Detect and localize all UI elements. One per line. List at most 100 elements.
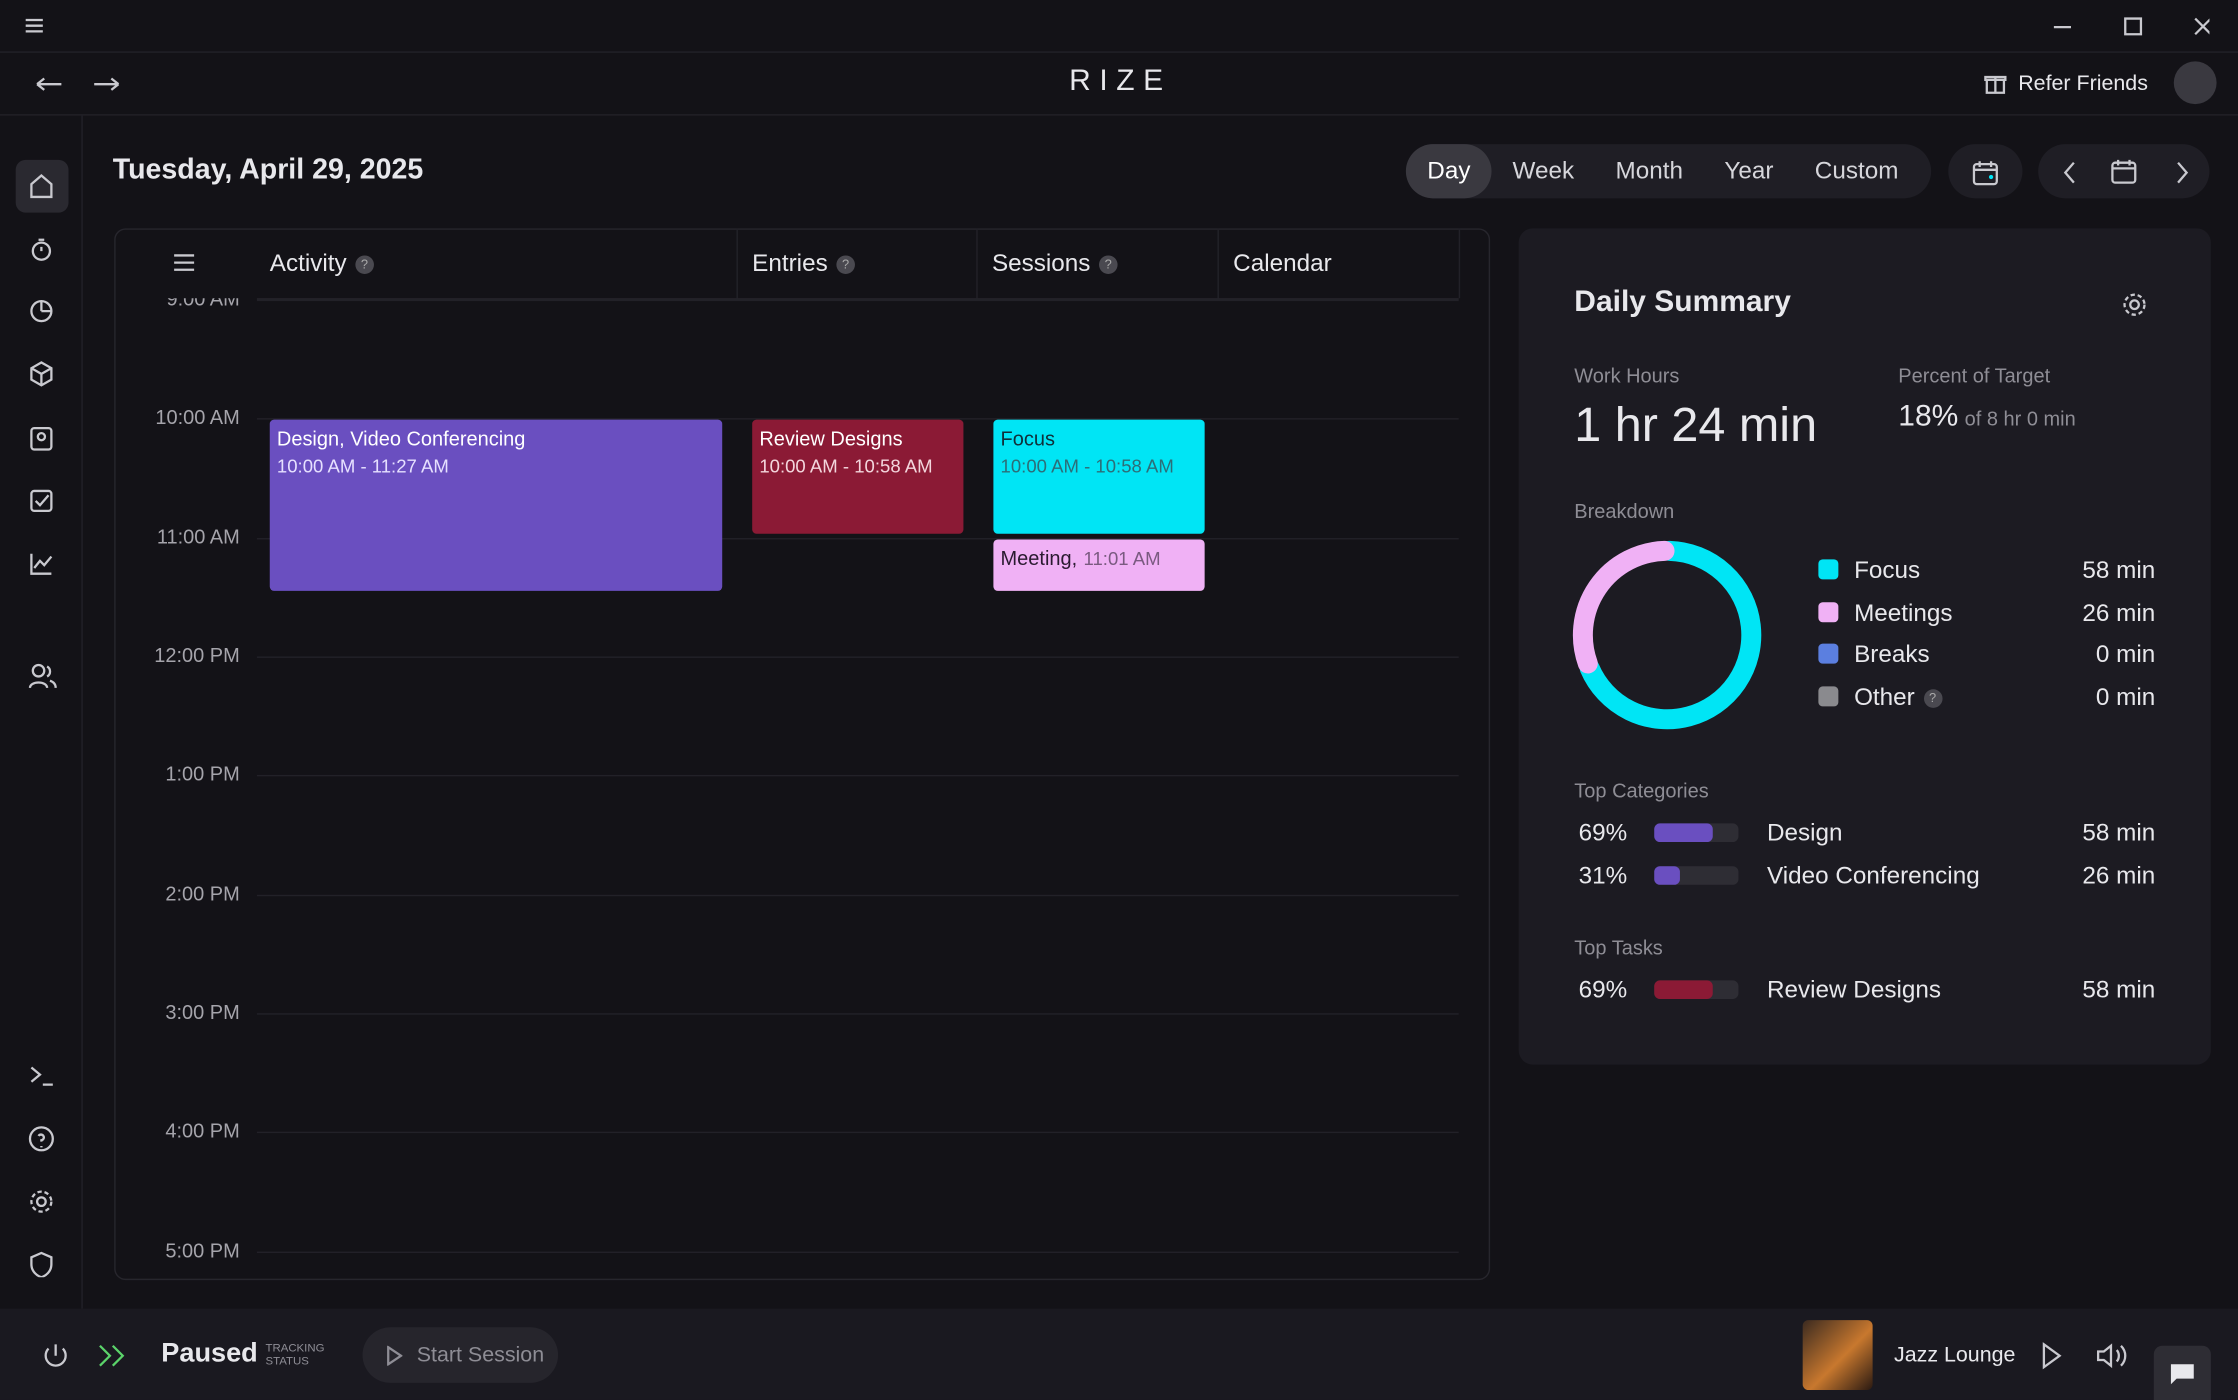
item-name: Video Conferencing xyxy=(1766,861,1980,889)
refer-friends[interactable]: Refer Friends xyxy=(2018,71,2148,96)
label: Top Tasks xyxy=(1574,936,1663,960)
label: Breakdown xyxy=(1574,499,1675,523)
sidebar-active xyxy=(15,159,69,213)
percent: 31% xyxy=(1578,861,1628,889)
bar xyxy=(1654,823,1713,842)
divider xyxy=(1217,228,1219,299)
event-time: 10:00 AM - 10:58 AM xyxy=(1000,455,1174,477)
start-session-button[interactable] xyxy=(362,1327,559,1383)
nav-arrows[interactable] xyxy=(36,74,122,94)
legend-name: Other? xyxy=(1854,683,1942,712)
donut-segment xyxy=(1572,540,1675,674)
event-title: Review Designs xyxy=(759,426,903,450)
item-name: Review Designs xyxy=(1766,976,1941,1004)
help-icon: ? xyxy=(1923,688,1942,708)
label: Work Hours xyxy=(1574,363,1680,387)
bar xyxy=(1654,865,1681,885)
start-session: Start Session xyxy=(416,1342,545,1368)
donut-chart xyxy=(1572,540,1762,730)
legend-swatch xyxy=(1818,559,1839,580)
divider xyxy=(0,114,2238,116)
hour-line xyxy=(256,656,1459,658)
hour-label: 9:00 AM xyxy=(166,298,240,310)
menu-icon[interactable] xyxy=(24,16,44,36)
hour-label: 5:00 PM xyxy=(165,1238,240,1262)
hour-line xyxy=(256,1251,1459,1253)
status-note: TRACKING STATUS xyxy=(265,1341,324,1367)
legend-swatch xyxy=(1818,601,1839,622)
label: Top Categories xyxy=(1574,779,1709,803)
window-controls[interactable] xyxy=(2052,16,2210,39)
calendar-body: 9:00 AM 10:00 AM 11:00 AM 12:00 PM 1:00 PM 2:… xyxy=(116,298,1488,1273)
column-title: Sessions xyxy=(991,249,1091,277)
play-icon xyxy=(387,1345,403,1366)
date-nav-icons xyxy=(2063,159,2189,184)
hour-line xyxy=(256,299,1459,302)
calendar-button[interactable] xyxy=(1948,144,2023,199)
status: Paused xyxy=(161,1338,258,1369)
event[interactable]: Focus 10:00 AM - 10:58 AM xyxy=(993,419,1205,534)
divider xyxy=(0,51,2238,53)
legend-swatch xyxy=(1818,643,1839,664)
event[interactable]: Meeting, 11:01 AM xyxy=(993,539,1205,591)
range-tab[interactable]: Month xyxy=(1615,156,1683,185)
legend-name: Breaks xyxy=(1854,641,1930,669)
label: Percent of Target xyxy=(1898,363,2051,387)
legend-value: 26 min xyxy=(2082,598,2156,626)
team-icon[interactable] xyxy=(28,662,58,691)
donut-segment xyxy=(1579,540,1762,730)
date-title: Tuesday, April 29, 2025 xyxy=(112,154,424,186)
divider xyxy=(1458,228,1461,299)
sidebar-bottom-icons[interactable] xyxy=(28,1063,58,1278)
hour-label: 12:00 PM xyxy=(154,643,240,667)
column-title: Entries xyxy=(752,249,828,277)
power-icon[interactable] xyxy=(41,1341,70,1370)
item-value: 58 min xyxy=(2082,819,2156,847)
hour-label: 2:00 PM xyxy=(165,881,240,905)
event-time: 10:00 AM - 11:27 AM xyxy=(276,455,449,477)
status-icon xyxy=(99,1344,125,1367)
range-tabs: Day Week Month Year Custom xyxy=(1405,144,1932,199)
range-tab[interactable]: Day xyxy=(1405,144,1492,199)
percent-of-target: 18% of 8 hr 0 min xyxy=(1898,400,2075,434)
column-header: Entries? xyxy=(752,228,855,298)
hour-line xyxy=(256,537,1459,539)
percent: 69% xyxy=(1578,976,1628,1004)
chat-icon xyxy=(2170,1364,2194,1385)
event-title: Meeting, xyxy=(1000,546,1078,570)
legend-value: 58 min xyxy=(2082,556,2156,584)
divider xyxy=(256,298,1459,300)
event[interactable]: Review Designs 10:00 AM - 10:58 AM xyxy=(752,419,964,534)
music-controls[interactable] xyxy=(2041,1341,2129,1370)
bar xyxy=(1654,980,1713,999)
settings-icon[interactable] xyxy=(2121,291,2148,318)
hour-line xyxy=(256,894,1459,896)
legend-value: 0 min xyxy=(2095,683,2156,711)
range-tab[interactable]: Custom xyxy=(1814,156,1899,185)
hour-line xyxy=(256,1013,1459,1015)
item-name: Design xyxy=(1766,819,1843,847)
percent: 69% xyxy=(1578,819,1628,847)
sidebar-icons[interactable] xyxy=(29,173,55,601)
event[interactable]: Design, Video Conferencing 10:00 AM - 11… xyxy=(269,419,723,591)
item-value: 26 min xyxy=(2082,861,2156,889)
event-title: Focus xyxy=(1000,426,1055,450)
summary-card xyxy=(1518,228,2211,1065)
range-tab[interactable]: Week xyxy=(1512,156,1575,185)
divider xyxy=(736,228,738,299)
target: of 8 hr 0 min xyxy=(1964,406,2076,430)
event-time: 11:01 AM xyxy=(1083,548,1161,570)
hour-label: 3:00 PM xyxy=(165,1000,240,1024)
range-tab[interactable]: Year xyxy=(1724,156,1774,185)
column-header: Calendar xyxy=(1233,249,1332,277)
column-menu[interactable] xyxy=(173,253,196,273)
avatar[interactable] xyxy=(2173,61,2217,105)
hour-label: 4:00 PM xyxy=(165,1119,240,1143)
legend-swatch xyxy=(1818,686,1839,707)
column-header: Sessions? xyxy=(992,228,1118,298)
app-name: RIZE xyxy=(1069,64,1172,98)
work-hours: 1 hr 24 min xyxy=(1574,398,1818,453)
hour-line xyxy=(256,418,1459,421)
